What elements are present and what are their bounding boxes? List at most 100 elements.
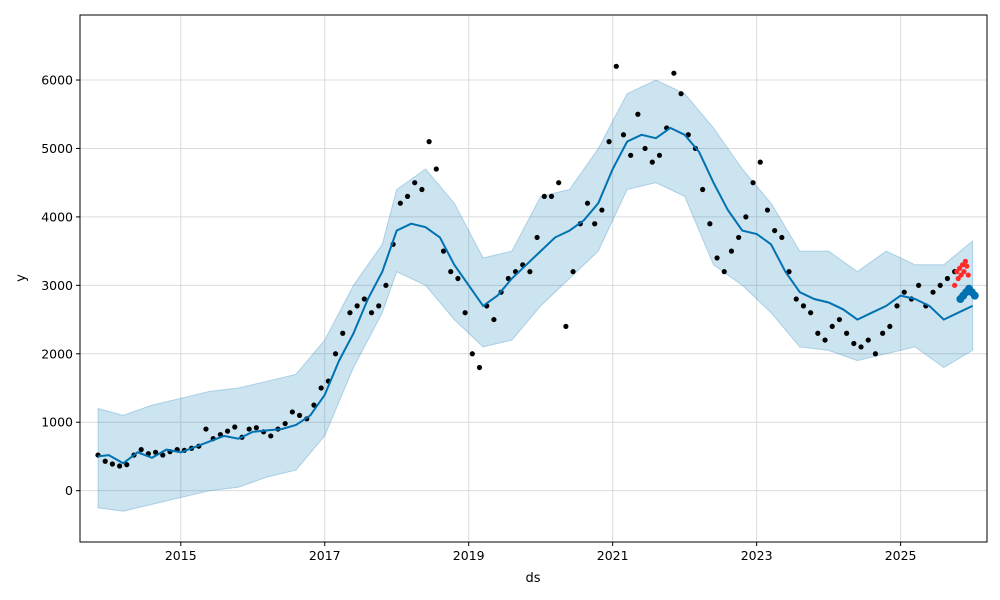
- observed-point: [829, 323, 835, 330]
- test-point: [959, 262, 966, 268]
- observed-point: [232, 424, 238, 430]
- observed-point: [426, 139, 432, 145]
- observed-point: [865, 337, 871, 343]
- observed-point: [224, 428, 231, 434]
- observed-point: [606, 139, 612, 145]
- observed-point: [584, 200, 591, 206]
- observed-point: [124, 462, 130, 468]
- observed-point: [728, 248, 735, 254]
- plot-frame: [79, 14, 988, 543]
- observed-point: [937, 282, 943, 288]
- test-point: [965, 272, 971, 278]
- observed-point: [678, 91, 684, 97]
- x-tick-label: 2023: [741, 548, 773, 563]
- observed-point: [721, 269, 727, 275]
- observed-point: [203, 426, 209, 432]
- observed-point: [433, 166, 439, 172]
- y-tick-label: 3000: [41, 278, 73, 293]
- observed-point: [448, 269, 454, 275]
- observed-point: [152, 449, 159, 455]
- x-axis-ticks: 2015 2017 2019 2021 2023 2025: [165, 542, 917, 563]
- observed-point: [872, 351, 879, 357]
- observed-point: [944, 275, 951, 282]
- observed-point: [268, 433, 274, 439]
- observed-point: [649, 159, 655, 165]
- test-point: [955, 275, 961, 282]
- x-tick-label: 2019: [453, 548, 485, 563]
- x-tick-label: 2025: [885, 548, 917, 563]
- observed-point: [296, 412, 303, 418]
- y-tick-label: 1000: [41, 415, 73, 430]
- observed-point: [707, 221, 713, 227]
- observed-point: [779, 234, 785, 241]
- x-tick-label: 2015: [165, 548, 197, 563]
- observed-point: [462, 310, 468, 316]
- y-axis-label: y: [14, 274, 29, 282]
- observed-point: [815, 330, 821, 336]
- observed-point: [160, 452, 166, 458]
- observed-point: [340, 330, 346, 336]
- observed-point: [556, 180, 562, 186]
- observed-point: [347, 310, 353, 316]
- x-tick-label: 2021: [597, 548, 629, 563]
- y-tick-label: 6000: [41, 73, 73, 88]
- observed-point: [289, 409, 295, 415]
- observed-point: [599, 207, 605, 213]
- observed-point: [376, 303, 382, 309]
- observed-point: [930, 289, 936, 295]
- observed-point: [642, 145, 648, 152]
- observed-point: [757, 159, 763, 165]
- observed-point: [880, 330, 886, 336]
- forecast-line: [97, 126, 974, 465]
- y-tick-label: 5000: [41, 141, 73, 156]
- observed-point: [332, 351, 339, 357]
- test-point: [958, 272, 964, 278]
- test-point: [961, 269, 967, 275]
- y-axis-ticks: 0 1000 2000 3000 4000 5000 6000: [41, 73, 80, 498]
- observed-point: [800, 303, 807, 309]
- observed-point: [282, 420, 288, 427]
- observed-point: [858, 344, 864, 350]
- y-tick-label: 0: [65, 483, 73, 498]
- observed-point: [894, 303, 900, 309]
- observed-point: [246, 426, 252, 432]
- observed-point: [628, 152, 634, 158]
- observed-point: [916, 282, 922, 288]
- forecast-line-path: [97, 126, 974, 465]
- observed-point: [404, 193, 411, 199]
- observed-point: [311, 402, 317, 408]
- observed-point: [440, 248, 447, 254]
- observed-point: [656, 152, 663, 158]
- x-tick-label: 2017: [309, 548, 341, 563]
- observed-point: [527, 269, 533, 275]
- observed-point: [793, 296, 799, 302]
- observed-point: [901, 289, 907, 295]
- observed-point: [412, 180, 418, 186]
- observed-point: [469, 351, 475, 357]
- observed-point: [620, 132, 627, 138]
- observed-point: [851, 340, 857, 347]
- observed-point: [138, 447, 144, 453]
- observed-point: [102, 458, 108, 464]
- observed-point: [361, 296, 367, 302]
- observed-point: [736, 234, 742, 241]
- observed-points: [95, 63, 958, 469]
- observed-point: [592, 221, 598, 227]
- x-axis-label: ds: [525, 571, 540, 586]
- test-point: [954, 269, 960, 275]
- observed-point: [383, 282, 389, 288]
- observed-point: [743, 214, 749, 220]
- y-tick-label: 2000: [41, 346, 73, 361]
- observed-point: [808, 310, 814, 316]
- observed-point: [397, 200, 403, 206]
- observed-point: [109, 461, 115, 467]
- observed-point: [836, 316, 843, 323]
- observed-point: [116, 463, 123, 469]
- test-points: [952, 258, 971, 288]
- observed-point: [354, 303, 360, 309]
- observed-point: [253, 425, 259, 431]
- observed-point: [786, 269, 792, 275]
- observed-point: [764, 207, 771, 213]
